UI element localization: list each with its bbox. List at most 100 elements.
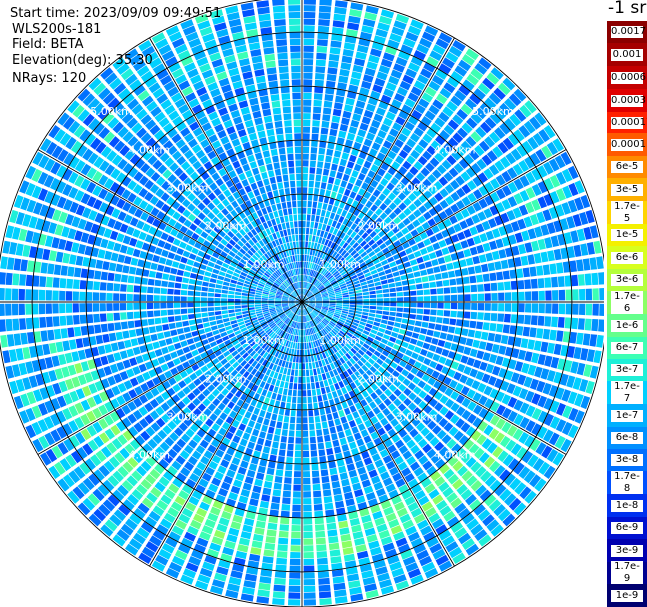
gate-cell [175, 139, 186, 149]
gate-cell [332, 316, 339, 321]
gate-cell [599, 288, 604, 301]
gate-cell [366, 227, 374, 235]
gate-cell [246, 324, 254, 330]
gate-cell [447, 369, 456, 378]
gate-cell [537, 278, 545, 289]
gate-cell [251, 332, 258, 338]
gate-cell [413, 80, 426, 91]
gate-cell [513, 193, 524, 205]
gate-cell [225, 416, 234, 425]
gate-cell [362, 343, 370, 350]
gate-cell [281, 374, 286, 382]
gate-cell [184, 265, 193, 272]
gate-cell [234, 308, 242, 313]
gate-cell [322, 114, 331, 122]
gate-cell [276, 328, 282, 335]
gate-cell [171, 405, 181, 415]
gate-cell [346, 220, 353, 228]
gate-cell [218, 559, 231, 569]
gate-cell [436, 309, 444, 316]
gate-cell [244, 411, 252, 419]
gate-cell [284, 470, 293, 478]
gate-cell [346, 317, 354, 321]
gate-cell [88, 258, 97, 268]
gate-cell [166, 387, 176, 397]
gate-cell [231, 323, 239, 329]
gate-cell [345, 566, 358, 575]
gate-cell [189, 325, 197, 331]
gate-cell [316, 283, 322, 288]
gate-cell [265, 368, 272, 376]
gate-cell [357, 466, 367, 475]
gate-cell [239, 274, 246, 280]
gate-cell [161, 346, 169, 355]
gate-cell [485, 230, 495, 241]
gate-cell [262, 446, 271, 454]
gate-cell [274, 577, 286, 585]
gate-cell [402, 160, 412, 170]
gate-cell [60, 265, 68, 276]
gate-cell [232, 272, 240, 278]
gate-cell [521, 230, 530, 242]
gate-cell [278, 288, 284, 293]
gate-cell [340, 259, 347, 266]
gate-cell [481, 331, 489, 341]
gate-cell [189, 273, 197, 279]
gate-cell [317, 339, 321, 346]
gate-cell [336, 304, 343, 306]
gate-cell [469, 499, 482, 511]
gate-cell [243, 363, 251, 370]
gate-cell [514, 109, 527, 122]
gate-cell [232, 235, 240, 243]
gate-cell [364, 361, 372, 369]
gate-cell [290, 552, 301, 559]
gate-cell [59, 303, 66, 314]
gate-cell [243, 225, 250, 233]
gate-cell [161, 50, 175, 61]
gate-cell [107, 475, 120, 487]
gate-cell [291, 403, 297, 410]
gate-cell [22, 244, 31, 257]
gate-cell [428, 398, 438, 408]
gate-cell [274, 476, 283, 484]
gate-cell [342, 304, 350, 307]
gate-cell [510, 148, 522, 161]
gate-cell [287, 312, 293, 317]
gate-cell [80, 163, 92, 176]
gate-cell [383, 398, 392, 407]
gate-cell [245, 355, 252, 362]
gate-cell [315, 174, 322, 182]
gate-cell [295, 322, 298, 329]
gate-cell [321, 291, 328, 295]
gate-cell [180, 308, 188, 314]
gate-cell [327, 378, 333, 386]
gate-cell [84, 372, 94, 383]
gate-cell [315, 303, 323, 305]
gate-cell [317, 331, 322, 338]
gate-cell [248, 390, 256, 398]
gate-cell [172, 150, 182, 161]
gate-cell [280, 330, 285, 337]
gate-cell [303, 511, 312, 518]
gate-cell [65, 303, 73, 313]
gate-cell [397, 221, 406, 230]
gate-cell [397, 297, 404, 302]
gate-cell [300, 329, 302, 336]
gate-cell [568, 407, 579, 422]
gate-cell [302, 160, 309, 167]
gate-cell [336, 403, 343, 411]
gate-cell [278, 268, 284, 275]
gate-cell [356, 393, 364, 401]
gate-cell [167, 420, 177, 430]
gate-cell [352, 252, 360, 259]
gate-cell [154, 481, 166, 493]
gate-cell [156, 93, 169, 105]
gate-cell [348, 291, 356, 295]
gate-cell [276, 557, 287, 565]
gate-cell [428, 274, 436, 282]
gate-cell [407, 25, 422, 36]
gate-cell [147, 318, 155, 326]
gate-cell [424, 336, 433, 343]
gate-cell [117, 254, 126, 263]
gate-cell [592, 288, 599, 301]
